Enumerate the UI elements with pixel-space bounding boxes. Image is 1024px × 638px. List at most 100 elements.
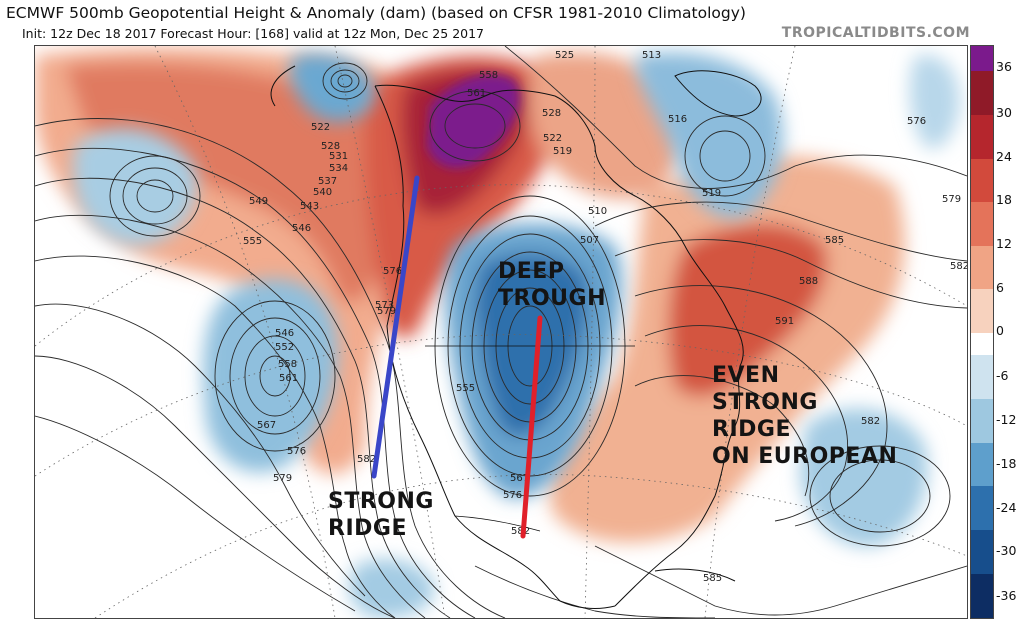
coastline-greenland bbox=[674, 70, 762, 117]
contour-label: 555 bbox=[456, 383, 475, 394]
longitude-line bbox=[584, 46, 596, 618]
contour-line bbox=[474, 565, 716, 618]
colorbar-swatch bbox=[971, 530, 993, 574]
anomaly-negative-east-atlantic bbox=[800, 408, 928, 547]
anomaly-negative-trough-core bbox=[475, 253, 588, 437]
colorbar-swatch bbox=[971, 399, 993, 443]
contour-line bbox=[330, 69, 360, 93]
contour-label: 576 bbox=[287, 446, 306, 457]
contour-line bbox=[136, 179, 174, 213]
contour-line bbox=[634, 375, 810, 497]
colorbar-tick-label: 36 bbox=[996, 59, 1012, 74]
contour-label: 510 bbox=[588, 206, 607, 217]
colorbar-swatch bbox=[971, 486, 993, 530]
latitude-line bbox=[35, 184, 967, 347]
coastline bbox=[554, 95, 744, 607]
contour-label: 519 bbox=[553, 146, 572, 157]
anomaly-positive-atlantic-core bbox=[668, 223, 827, 397]
contour-label: 576 bbox=[383, 266, 402, 277]
contour-label: 546 bbox=[292, 223, 311, 234]
contour-labels: 525 513 516 576 558 561 528 522 519 522 … bbox=[243, 50, 967, 584]
contour-label: 552 bbox=[275, 342, 294, 353]
contour-label: 582 bbox=[861, 416, 880, 427]
colorbar-swatch bbox=[971, 159, 993, 202]
contour-label: 540 bbox=[313, 187, 332, 198]
colorbar-tick-label: -18 bbox=[996, 456, 1017, 471]
colorbar-tick-label: 12 bbox=[996, 236, 1012, 251]
contour-label: 525 bbox=[555, 50, 574, 61]
coastline bbox=[374, 84, 556, 102]
contour-label: 576 bbox=[907, 116, 926, 127]
colorbar-tick-label: -36 bbox=[996, 588, 1017, 603]
contour-label: 591 bbox=[775, 316, 794, 327]
contour-label: 582 bbox=[950, 261, 967, 272]
colorbar-swatch bbox=[971, 115, 993, 159]
contour-label: 582 bbox=[511, 526, 530, 537]
anomaly-negative-greenland bbox=[635, 52, 784, 218]
contour-line bbox=[429, 90, 521, 162]
strong-ridge-label: STRONG RIDGE bbox=[328, 489, 434, 541]
anomaly-negative-aleutian-low bbox=[289, 53, 375, 123]
contour-label: 585 bbox=[703, 573, 722, 584]
contour-label: 522 bbox=[311, 122, 330, 133]
colorbar-tick-label: 30 bbox=[996, 105, 1012, 120]
contour-label: 573 bbox=[375, 300, 394, 311]
contour-line bbox=[35, 255, 396, 618]
contour-label: 531 bbox=[329, 151, 348, 162]
contour-label: 519 bbox=[702, 188, 721, 199]
contour-line bbox=[35, 303, 366, 597]
colorbar-tick-label: -6 bbox=[996, 368, 1009, 383]
colorbar-tick-label: -30 bbox=[996, 543, 1017, 558]
ridge-axis-line bbox=[371, 175, 420, 479]
colorbar-swatch bbox=[971, 289, 993, 333]
contour-line bbox=[259, 355, 291, 397]
colorbar-swatch bbox=[971, 202, 993, 246]
anomaly-shading bbox=[35, 47, 960, 618]
contour-label: 588 bbox=[799, 276, 818, 287]
colorbar-swatch bbox=[971, 355, 993, 399]
contour-line bbox=[594, 545, 967, 616]
colorbar-swatch bbox=[971, 333, 993, 355]
colorbar-swatch bbox=[971, 574, 993, 618]
contour-label: 543 bbox=[300, 201, 319, 212]
contour-line bbox=[244, 335, 306, 417]
contour-label: 555 bbox=[243, 236, 262, 247]
contour-label: 561 bbox=[467, 88, 486, 99]
contour-label: 558 bbox=[479, 70, 498, 81]
contour-line bbox=[634, 285, 888, 527]
contour-line bbox=[229, 317, 321, 435]
contour-line bbox=[122, 167, 188, 225]
anomaly-negative-pacific-low bbox=[203, 279, 338, 473]
contour-label: 516 bbox=[668, 114, 687, 125]
contour-line bbox=[35, 355, 396, 618]
contour-line bbox=[504, 46, 967, 189]
contour-line bbox=[644, 325, 848, 522]
contour-line bbox=[109, 155, 201, 237]
contour-line bbox=[699, 130, 751, 182]
contour-line bbox=[829, 459, 931, 533]
anomaly-negative-southwest bbox=[349, 558, 435, 618]
longitude-line bbox=[154, 46, 336, 618]
coastlines bbox=[270, 65, 762, 609]
even-strong-ridge-label: EVEN STRONG RIDGE ON EUROPEAN bbox=[712, 363, 898, 469]
map-panel: 525 513 516 576 558 561 528 522 519 522 … bbox=[34, 45, 968, 619]
colorbar-tick-label: 6 bbox=[996, 280, 1004, 295]
contour-label: 567 bbox=[510, 473, 529, 484]
contour-line bbox=[35, 118, 506, 618]
coastline bbox=[374, 85, 616, 609]
contour-label: 537 bbox=[318, 176, 337, 187]
contour-label: 513 bbox=[642, 50, 661, 61]
contour-label: 579 bbox=[377, 306, 396, 317]
colorbar-tick-label: 18 bbox=[996, 192, 1012, 207]
contour-line bbox=[809, 445, 951, 547]
contour-line bbox=[614, 239, 967, 309]
colorbar-swatch bbox=[971, 46, 993, 71]
coastline-alaska bbox=[270, 65, 296, 107]
map-subtitle: Init: 12z Dec 18 2017 Forecast Hour: [16… bbox=[22, 26, 484, 41]
contour-label: 528 bbox=[321, 141, 340, 152]
colorbar-swatch bbox=[971, 443, 993, 486]
longitude-line bbox=[704, 46, 796, 618]
anomaly-colorbar bbox=[970, 45, 994, 619]
contour-line bbox=[594, 201, 967, 262]
contour-label: 507 bbox=[580, 235, 599, 246]
